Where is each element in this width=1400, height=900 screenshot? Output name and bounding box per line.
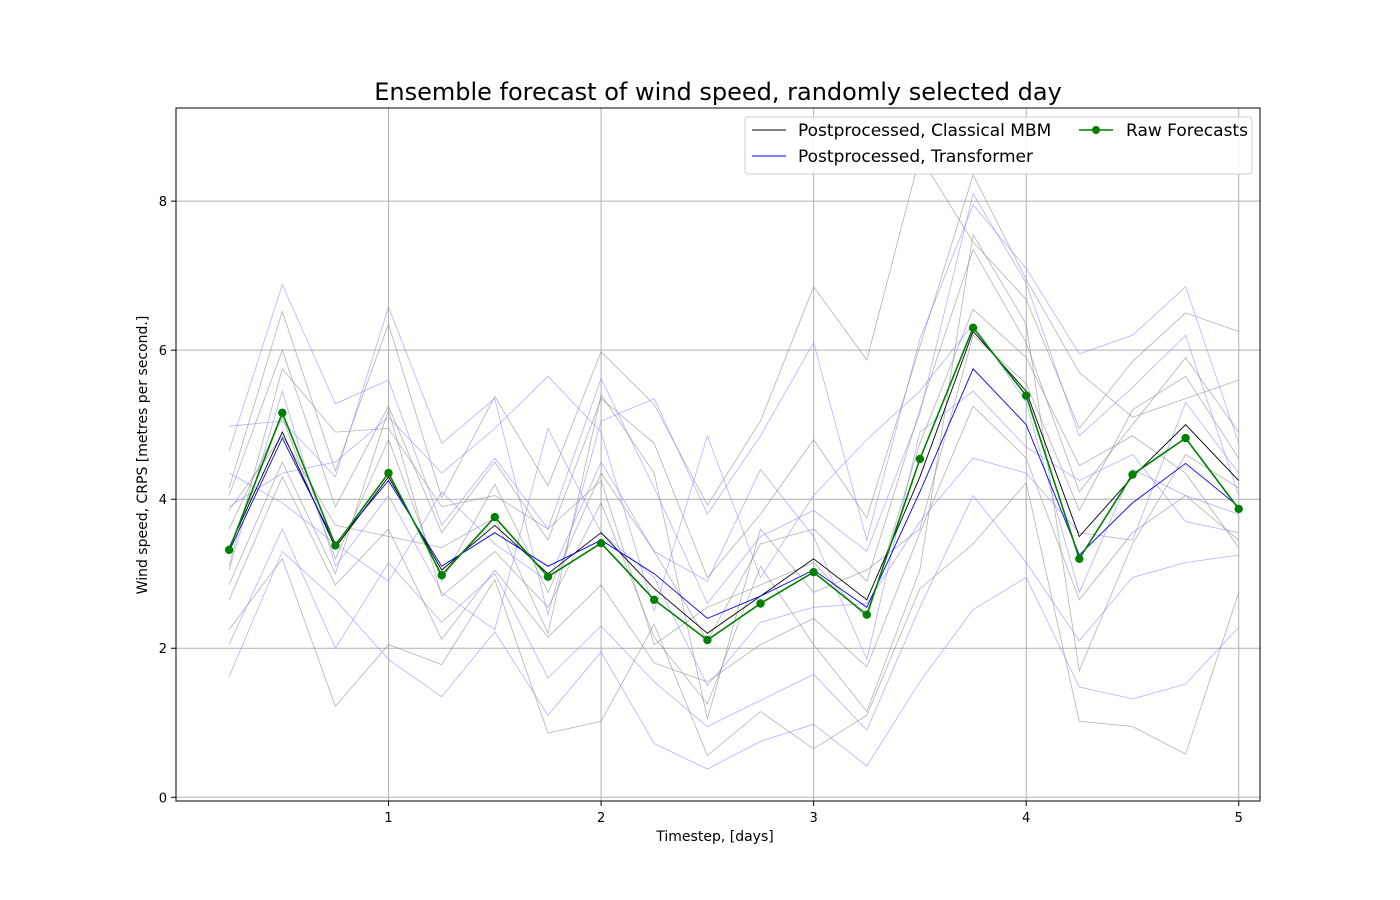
raw-forecast-point [543, 572, 553, 581]
legend-label-transformer: Postprocessed, Transformer [798, 147, 1033, 167]
raw-forecast-point [437, 571, 446, 580]
x-axis-label: Timestep, [days] [655, 829, 773, 845]
y-tick-label: 6 [159, 344, 167, 359]
y-axis-ticks: 0 2 4 6 8 [159, 195, 176, 806]
y-tick-label: 8 [159, 195, 167, 210]
raw-forecast-point [490, 512, 499, 522]
ensemble-member-line [228, 334, 1240, 720]
y-tick-label: 0 [159, 791, 167, 806]
x-tick-label: 1 [384, 811, 392, 826]
raw-forecast-point [968, 323, 978, 332]
ensemble-member-line [228, 248, 1240, 642]
raw-forecast-point [278, 408, 287, 417]
x-tick-label: 4 [1022, 811, 1030, 826]
chart-title: Ensemble forecast of wind speed, randoml… [374, 78, 1062, 106]
ensemble-member-line [228, 192, 1240, 605]
raw-forecast-point [1021, 391, 1031, 400]
raw-forecast-markers [224, 323, 1243, 645]
raw-forecast-point [1181, 433, 1190, 443]
ensemble-member-line [228, 494, 1239, 731]
x-axis-ticks: 1 2 3 4 5 [384, 801, 1243, 826]
legend: Postprocessed, Classical MBM Postprocess… [744, 116, 1253, 175]
raw-forecast-point [384, 468, 393, 478]
ensemble-member-line [228, 481, 1240, 757]
legend-label-mbm: Postprocessed, Classical MBM [798, 121, 1051, 141]
raw-forecast-point [1075, 554, 1084, 563]
raw-forecast-point [331, 541, 340, 550]
raw-forecast-point [224, 545, 234, 555]
plot-frame [175, 107, 1261, 802]
legend-marker-raw [1092, 126, 1100, 134]
x-tick-label: 2 [597, 811, 605, 826]
raw-forecast-point [650, 595, 659, 604]
ensemble-member-line [228, 550, 1239, 770]
ensemble-member-line [228, 174, 1239, 579]
raw-forecast-point [809, 568, 818, 577]
raw-forecast-point [1128, 470, 1137, 479]
raw-forecast-point [915, 454, 925, 464]
y-tick-label: 2 [159, 642, 167, 657]
ensemble-member-line [228, 405, 1239, 683]
raw-forecast-point [756, 599, 765, 608]
x-tick-label: 5 [1235, 811, 1243, 826]
ensemble-member-line [228, 233, 1239, 713]
legend-label-raw: Raw Forecasts [1126, 121, 1248, 141]
ensemble-member-line [228, 323, 1239, 613]
raw-forecast-point [1234, 504, 1243, 514]
legend-box [744, 116, 1253, 175]
ensemble-member-line [228, 155, 1239, 506]
series-line [228, 326, 1240, 641]
series-lines [228, 326, 1240, 641]
ensemble-members [228, 155, 1240, 770]
y-tick-label: 4 [159, 493, 167, 508]
raw-forecast-point [596, 539, 606, 548]
series-line [228, 330, 1240, 634]
raw-forecast-point [703, 635, 712, 645]
grid [176, 108, 1260, 801]
raw-forecast-point [862, 610, 871, 619]
ensemble-member-line [228, 389, 1240, 687]
y-axis-label: Wind speed, CRPS [metres per second.] [135, 316, 151, 595]
ensemble-member-line [228, 390, 1239, 661]
ensemble-member-line [229, 204, 1240, 617]
x-tick-label: 3 [810, 811, 818, 826]
